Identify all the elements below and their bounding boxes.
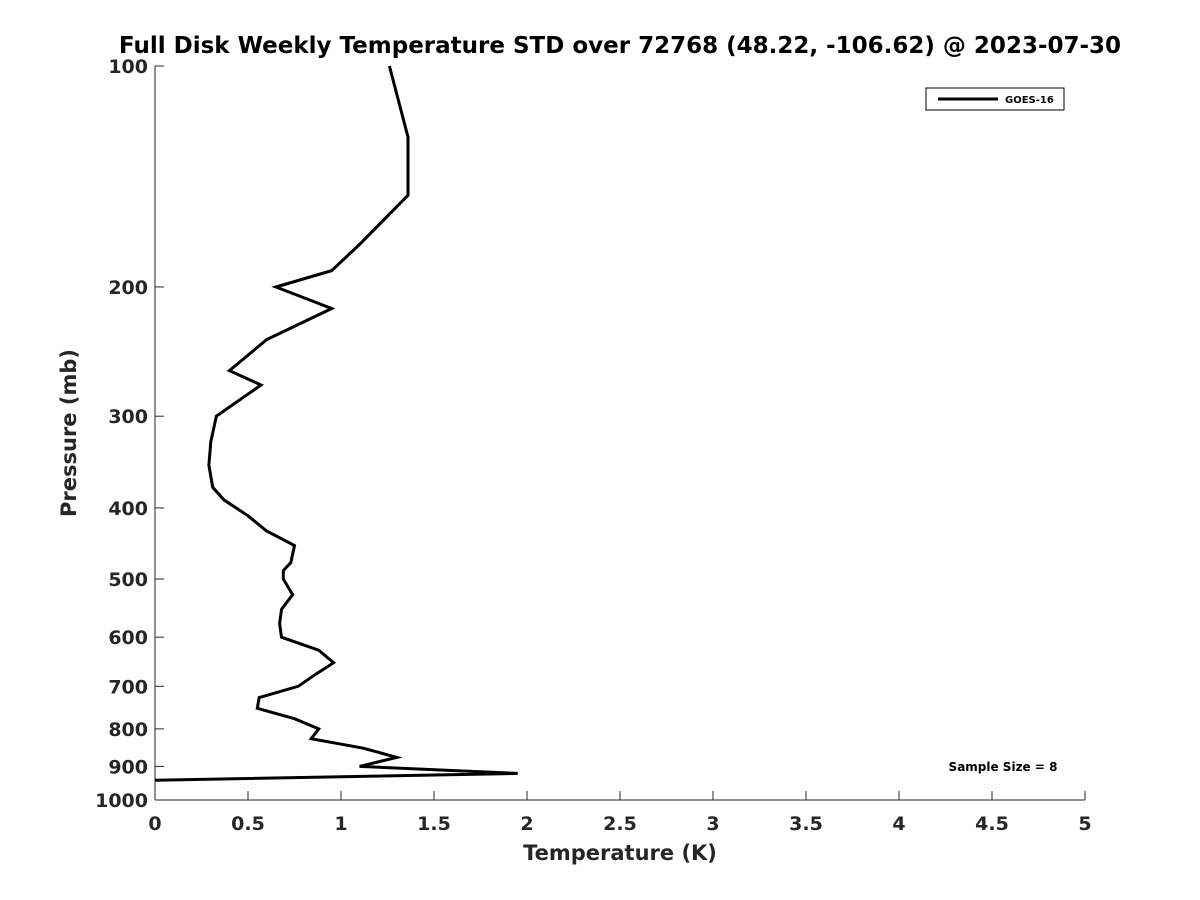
- y-axis-ticks: 100 200 300 400 500 600 700 800 900 1000: [95, 56, 164, 812]
- y-tick-label: 500: [108, 569, 148, 591]
- y-tick-label: 300: [108, 406, 148, 428]
- x-tick-label: 4: [892, 813, 905, 835]
- y-tick-label: 900: [108, 756, 148, 778]
- x-tick-label: 5: [1078, 813, 1091, 835]
- y-tick-label: 100: [108, 56, 148, 78]
- x-tick-label: 2.5: [603, 813, 637, 835]
- plot-area: [154, 66, 1085, 801]
- x-tick-label: 0: [148, 813, 161, 835]
- y-tick-label: 700: [108, 676, 148, 698]
- y-tick-label: 1000: [95, 790, 148, 812]
- y-tick-label: 600: [108, 627, 148, 649]
- sample-size-annotation: Sample Size = 8: [949, 760, 1058, 774]
- y-axis-label: Pressure (mb): [57, 349, 81, 517]
- x-tick-label: 2: [520, 813, 533, 835]
- x-tick-label: 1.5: [417, 813, 451, 835]
- y-tick-label: 800: [108, 719, 148, 741]
- legend: GOES-16: [925, 87, 1065, 111]
- legend-label: GOES-16: [1005, 95, 1054, 106]
- y-tick-label: 200: [108, 277, 148, 299]
- x-tick-label: 3: [706, 813, 719, 835]
- x-axis-label: Temperature (K): [523, 841, 717, 865]
- series-group: [154, 65, 518, 782]
- chart-title: Full Disk Weekly Temperature STD over 72…: [119, 33, 1121, 59]
- series-line-0: [154, 65, 518, 782]
- x-axis-ticks: 0 0.5 1 1.5 2 2.5 3 3.5 4 4.5 5: [148, 791, 1092, 835]
- x-tick-label: 4.5: [975, 813, 1009, 835]
- x-tick-label: 3.5: [789, 813, 823, 835]
- x-tick-label: 1: [334, 813, 347, 835]
- y-tick-label: 400: [108, 498, 148, 520]
- x-tick-label: 0.5: [231, 813, 265, 835]
